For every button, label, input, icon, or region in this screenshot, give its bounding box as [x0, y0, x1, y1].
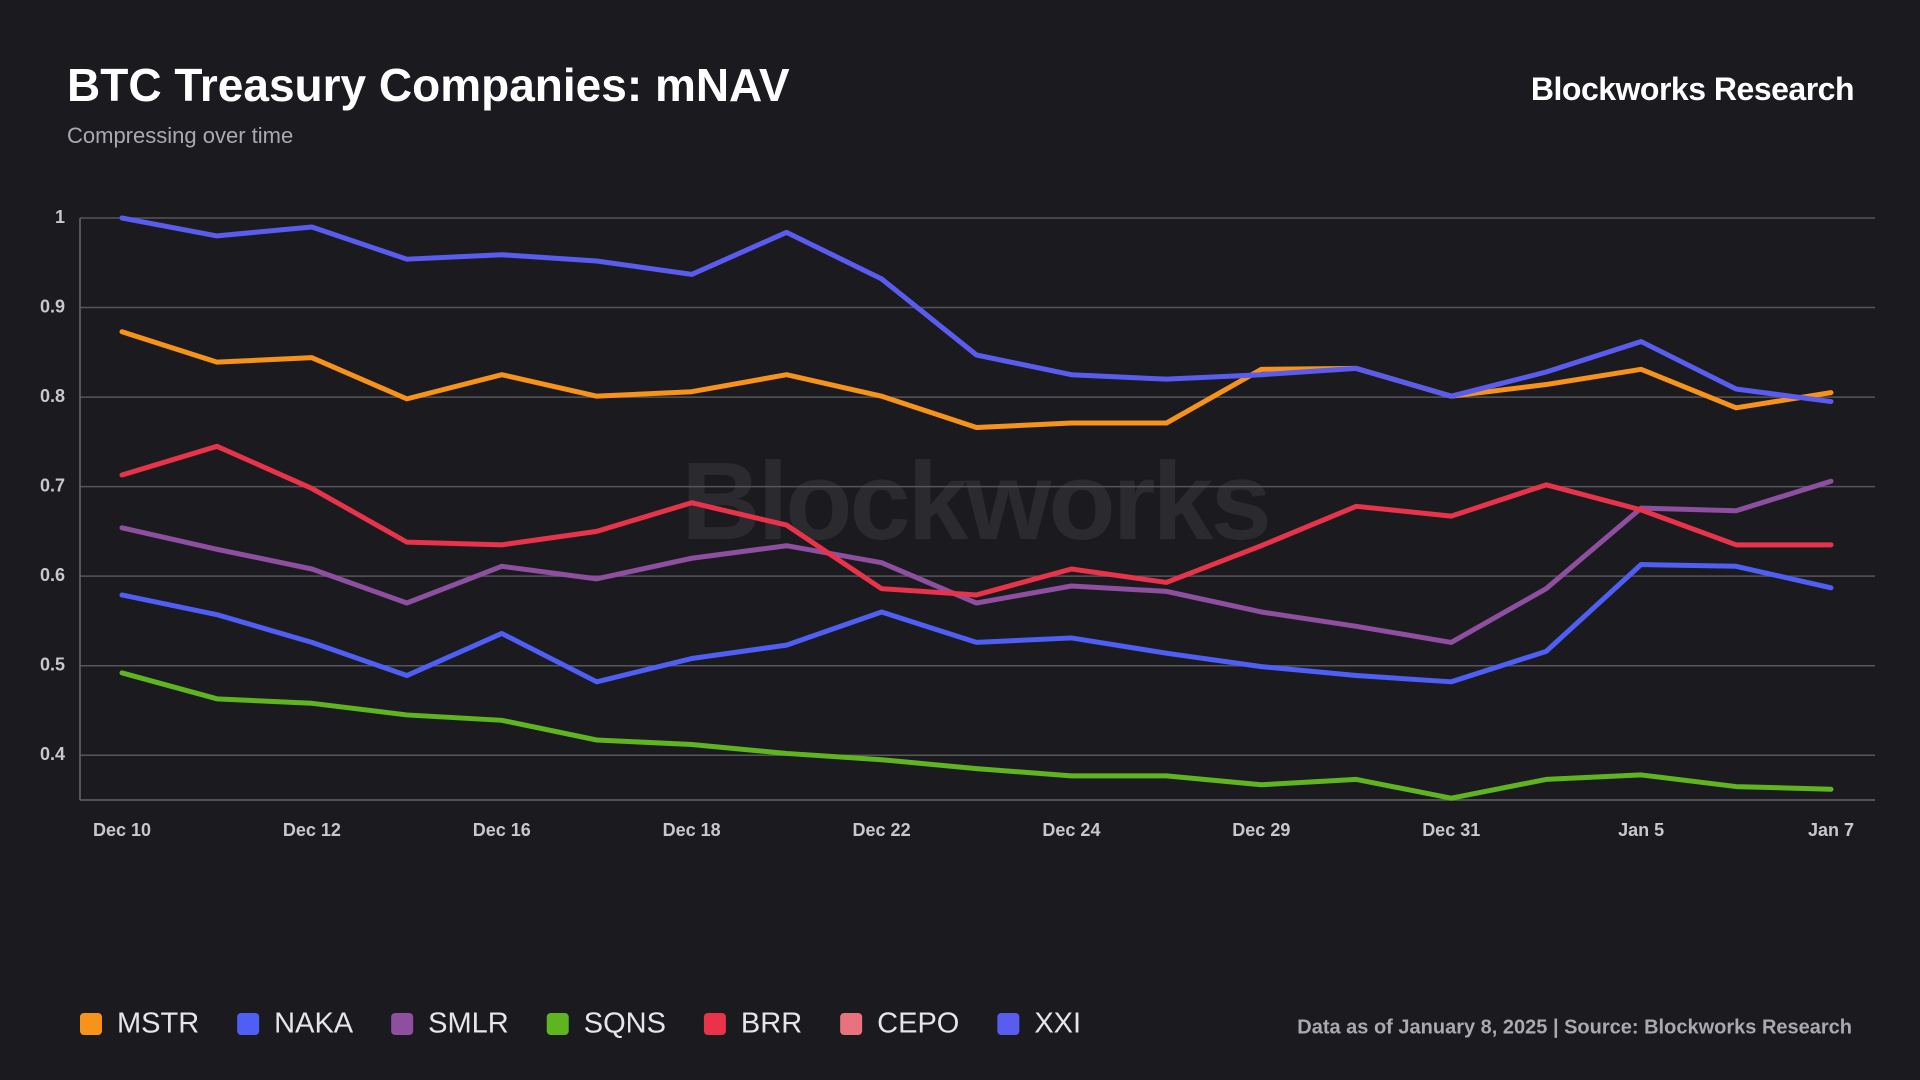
watermark: Blockworks	[681, 440, 1268, 563]
legend-swatch	[840, 1013, 863, 1035]
x-tick-label: Dec 24	[1042, 820, 1100, 840]
x-tick-label: Jan 7	[1808, 820, 1854, 840]
legend-label: NAKA	[274, 1008, 354, 1040]
y-tick-label: 0.4	[40, 744, 65, 764]
x-tick-label: Dec 10	[93, 820, 151, 840]
legend-swatch	[80, 1013, 102, 1035]
series-line	[119, 562, 1834, 685]
y-tick-label: 1	[55, 207, 65, 227]
x-tick-label: Jan 5	[1618, 820, 1664, 840]
y-tick-label: 0.5	[40, 654, 65, 674]
chart-title: BTC Treasury Companies: mNAV	[67, 59, 790, 111]
footer: Data as of January 8, 2025 | Source: Blo…	[1297, 1016, 1852, 1038]
series-line	[119, 670, 1834, 801]
legend-label: MSTR	[117, 1008, 199, 1040]
x-tick-label: Dec 29	[1232, 820, 1290, 840]
legend-label: SMLR	[428, 1008, 509, 1040]
x-tick-label: Dec 16	[473, 820, 531, 840]
legend-swatch	[237, 1013, 260, 1035]
legend-label: SQNS	[584, 1008, 666, 1040]
legend-label: XXI	[1034, 1008, 1081, 1040]
y-tick-label: 0.6	[40, 565, 65, 585]
legend-label: BRR	[741, 1008, 802, 1040]
legend-swatch	[391, 1013, 414, 1035]
legend-swatch	[997, 1013, 1020, 1035]
x-tick-label: Dec 18	[663, 820, 721, 840]
y-tick-label: 0.8	[40, 386, 65, 406]
series-line	[119, 478, 1834, 645]
x-tick-label: Dec 31	[1422, 820, 1480, 840]
legend-swatch	[703, 1013, 726, 1035]
legend-swatch	[546, 1013, 569, 1035]
y-tick-label: 0.7	[40, 475, 65, 495]
x-tick-label: Dec 22	[853, 820, 911, 840]
x-tick-label: Dec 12	[283, 820, 341, 840]
brand: Blockworks Research	[1531, 71, 1854, 107]
legend-label: CEPO	[877, 1008, 959, 1040]
y-tick-label: 0.9	[40, 296, 65, 316]
series-line	[119, 443, 1834, 598]
chart-subtitle: Compressing over time	[67, 123, 293, 148]
series-line	[119, 215, 1834, 405]
series-line	[119, 329, 1834, 431]
